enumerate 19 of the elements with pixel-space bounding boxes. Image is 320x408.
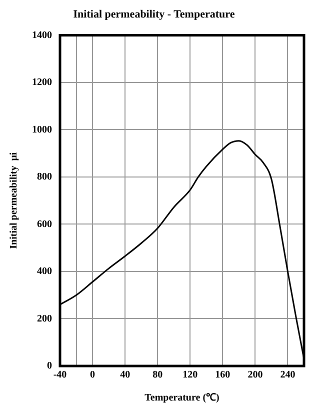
y-tick-label: 200: [37, 313, 52, 324]
x-tick-label: 0: [90, 370, 96, 381]
y-tick-label: 600: [37, 218, 52, 230]
x-tick-label: -40: [53, 370, 67, 381]
y-tick-label: 1000: [32, 124, 52, 136]
x-axis-title: Temperature (℃): [144, 392, 220, 404]
x-tick-label: 120: [182, 370, 198, 381]
x-tick-label: 80: [152, 370, 163, 381]
y-tick-label: 1200: [32, 77, 52, 88]
y-axis-title: Initial permeability μi: [8, 152, 20, 249]
x-tick-label: 160: [215, 370, 230, 381]
y-tick-label: 1400: [32, 30, 52, 41]
x-tick-label: 240: [280, 370, 296, 381]
y-tick-label: 0: [47, 360, 52, 372]
y-tick-label: 400: [37, 266, 52, 278]
x-tick-label: 40: [120, 370, 130, 381]
x-tick-label: 200: [248, 370, 263, 381]
chart-title: Initial permeability - Temperature: [73, 8, 235, 20]
y-tick-label: 800: [37, 172, 52, 183]
